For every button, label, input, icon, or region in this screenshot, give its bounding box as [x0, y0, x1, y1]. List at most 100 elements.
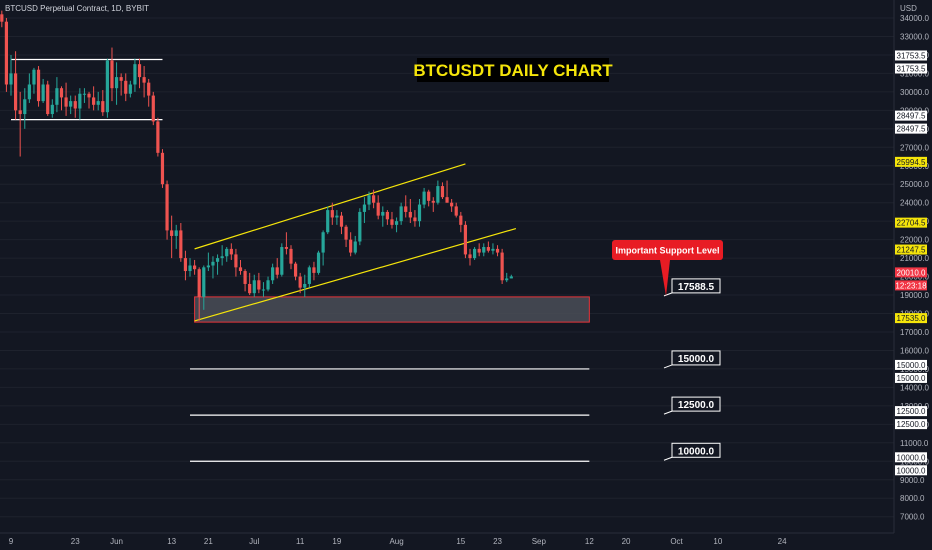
candle-body [183, 258, 188, 272]
candle [55, 77, 59, 113]
candle-body [119, 77, 123, 81]
time-axis[interactable]: 9 23 Jun 13 21 Jul 11 19 Aug 15 23 Sep 12 20 Oct 10 24 [9, 537, 787, 546]
candle-body [394, 221, 399, 225]
price-badge: 22704.5 [895, 217, 927, 228]
price-badge-bg [895, 452, 927, 463]
candle-body [413, 217, 417, 222]
candle-body [243, 271, 247, 284]
candle-body [101, 101, 105, 113]
candle [307, 265, 311, 288]
candle-body [440, 186, 445, 198]
candle [326, 206, 330, 235]
price-badge-bg [895, 313, 927, 324]
candle-body [32, 69, 36, 85]
candle [92, 86, 96, 111]
level-labels-layer: 17588.5 15000.0 12500.0 10000.0 [663, 278, 721, 461]
candle [151, 91, 155, 126]
candle-body [349, 239, 353, 253]
candle-body [330, 210, 334, 218]
candle-body [238, 267, 243, 272]
candle-body [147, 82, 151, 96]
price-badge-text: 12500.0 [897, 407, 926, 416]
candle [431, 197, 435, 212]
candle-body [404, 206, 408, 212]
candle [147, 78, 151, 107]
candle-body [275, 267, 279, 275]
time-tick-label: 20 [622, 537, 631, 546]
price-badge-text: 31753.5 [897, 51, 926, 60]
price-badge: 17535.0 [895, 313, 927, 324]
time-tick-label: 11 [296, 537, 305, 546]
price-badge-bg [895, 156, 927, 167]
price-badge-bg [895, 123, 927, 134]
candle [408, 199, 412, 224]
price-tick-label: 7000.0 [900, 513, 925, 522]
candle [335, 210, 339, 225]
candle [110, 47, 114, 102]
candle [491, 243, 495, 255]
candle-body [248, 283, 252, 294]
candle-body [486, 247, 490, 251]
callout-text: Important Support Level [615, 246, 719, 256]
candle-body [427, 191, 431, 201]
candle [271, 263, 275, 284]
candle [32, 67, 36, 94]
candle-body [41, 84, 45, 102]
candle [193, 259, 197, 275]
price-badge: 12:23:18 [895, 280, 927, 291]
support-zone [194, 296, 590, 323]
candle [13, 51, 18, 120]
candle [225, 247, 229, 262]
candle [422, 187, 426, 209]
time-tick-label: 10 [713, 537, 722, 546]
candle-body [445, 197, 449, 203]
support-zone-layer [194, 296, 590, 323]
candle-body [280, 247, 284, 275]
candle-body [73, 101, 77, 109]
price-badge: 25994.5 [895, 156, 927, 167]
candle-body [399, 206, 403, 222]
candle-body [303, 283, 307, 288]
price-tick-label: 14000.0 [900, 383, 929, 392]
price-badge: 15000.0 [895, 359, 927, 370]
candle-body [316, 252, 321, 273]
candle-body [133, 64, 137, 85]
candle [252, 274, 256, 297]
candle-body [87, 93, 91, 98]
candle-body [284, 247, 288, 249]
candle-body [381, 211, 385, 216]
callout-pointer [660, 260, 670, 296]
candle-body [82, 93, 87, 95]
candle-body [454, 206, 458, 216]
candle [215, 254, 220, 275]
candle [137, 58, 142, 89]
level-label-box [671, 442, 721, 458]
support-label-17588: 17588.5 [663, 278, 721, 297]
candle [206, 252, 210, 272]
candle [275, 258, 279, 279]
candle [243, 269, 247, 292]
time-tick-label: 23 [71, 537, 80, 546]
price-badge-text: 12500.0 [897, 420, 926, 429]
candle-body [92, 97, 96, 105]
price-badge-text: 10000.0 [897, 466, 926, 475]
candle [298, 272, 302, 294]
candle [505, 272, 509, 283]
candle-body [491, 248, 495, 251]
callout-layer: Important Support Level [612, 240, 723, 296]
candle [124, 73, 128, 102]
price-axis[interactable]: 7000.08000.09000.010000.011000.012000.01… [900, 14, 929, 522]
candle [321, 230, 325, 266]
time-tick-label: 23 [493, 537, 502, 546]
candle-body [50, 104, 54, 115]
candle-body [505, 278, 509, 281]
channel-lower [194, 227, 517, 322]
price-badge-text: 28497.5 [897, 125, 926, 134]
candle-body [151, 95, 155, 122]
price-tick-label: 17000.0 [900, 328, 929, 337]
candle-body [188, 265, 192, 272]
candle [436, 180, 440, 205]
level-pointer [663, 364, 673, 369]
time-tick-label: Sep [532, 537, 547, 546]
